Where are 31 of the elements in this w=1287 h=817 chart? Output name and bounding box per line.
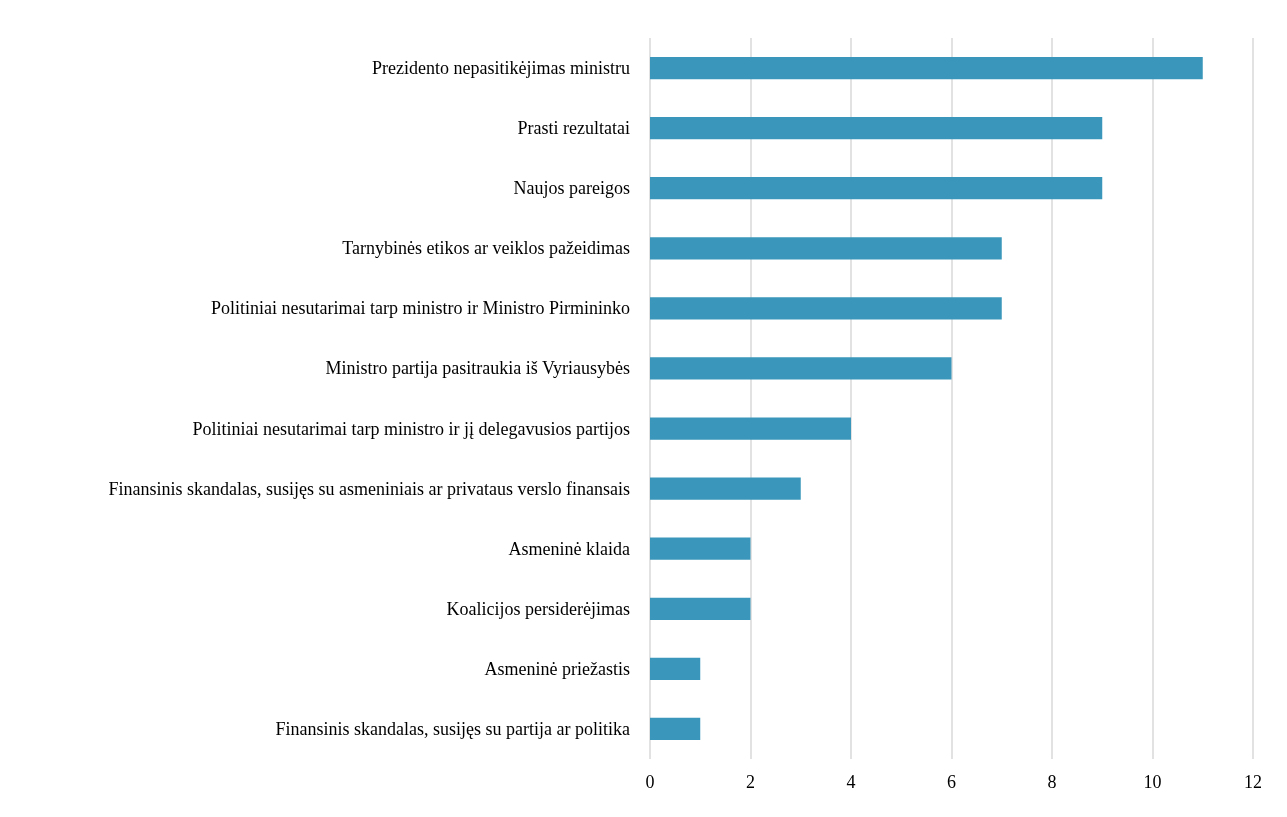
x-tick-label: 2: [746, 772, 755, 792]
bar: [650, 177, 1103, 200]
y-tick-label: Asmeninė klaida: [508, 538, 631, 559]
bar: [650, 477, 801, 500]
y-tick-label: Politiniai nesutarimai tarp ministro ir Ministro Pirmininko: [211, 298, 630, 319]
y-tick-label: Prasti rezultatai: [517, 118, 630, 139]
x-tick-label: 12: [1244, 772, 1262, 792]
y-tick-label: Finansinis skandalas, susijęs su asmeniniais ar privataus verslo finansais: [108, 478, 630, 499]
y-tick-label: Asmeninė priežastis: [484, 658, 630, 679]
bar: [650, 357, 952, 380]
x-tick-label: 8: [1047, 772, 1057, 792]
bar: [650, 417, 851, 440]
bar: [650, 717, 701, 741]
y-tick-label: Ministro partija pasitraukia iš Vyriausybės: [325, 358, 630, 379]
y-tick-label: Koalicijos persiderėjimas: [446, 598, 630, 619]
bar: [650, 56, 1203, 80]
bar: [650, 537, 751, 560]
bar: [650, 297, 1002, 320]
y-tick-label: Naujos pareigos: [513, 178, 630, 199]
x-tick-label: 6: [947, 772, 956, 792]
bar: [650, 597, 751, 620]
bar: [650, 657, 701, 680]
y-tick-label: Politiniai nesutarimai tarp ministro ir jį delegavusios partijos: [192, 418, 630, 439]
x-tick-label: 10: [1143, 772, 1162, 792]
y-tick-label: Tarnybinės etikos ar veiklos pažeidimas: [342, 238, 630, 259]
bar: [650, 117, 1103, 140]
y-tick-label: Finansinis skandalas, susijęs su partija ar politika: [275, 718, 630, 739]
bar: [650, 237, 1002, 260]
x-tick-label: 0: [645, 772, 655, 792]
x-tick-label: 4: [846, 772, 856, 792]
y-tick-label: Prezidento nepasitikėjimas ministru: [372, 58, 630, 79]
